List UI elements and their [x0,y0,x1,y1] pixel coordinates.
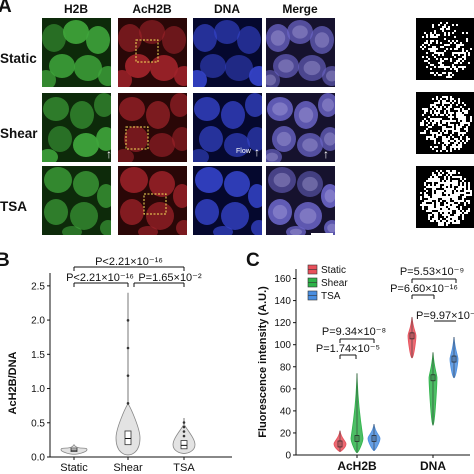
significance-label: P=1.65×10⁻² [138,272,202,284]
row-label-shear: Shear [0,126,38,141]
y-tick-label: 60 [280,384,292,395]
legend-item: Static [307,264,346,276]
flow-label: Flow [236,148,251,155]
violin-box [371,435,377,442]
scale-bar [311,233,333,235]
micrograph-tile [266,93,335,162]
x-tick-label: DNA [420,459,446,473]
violin-chart-c: Fluorescence intensity (A.U.) 0 20 40 60 80 1… [257,264,474,473]
significance-label: P=5.53×10⁻⁹ [400,266,464,278]
violin-shear [115,292,141,456]
violin-chart-b: AcH2B/DNA 0.0 0.5 1.0 1.5 2.0 2.5 Static Shear T… [7,256,232,474]
violin-tsa-ach2b [367,424,381,452]
violin-box [451,355,457,363]
micrograph-tile [193,18,262,87]
y-axis-label: AcH2B/DNA [7,351,19,414]
column-header-dna: DNA [214,2,240,16]
outlier-point [182,434,186,438]
row-label-static: Static [0,51,37,66]
legend-label: Shear [321,278,348,289]
micrograph-tile [42,93,111,162]
significance-label: P<2.21×10⁻¹⁶ [95,256,163,268]
outlier-point [126,319,130,322]
micrograph-tile [118,166,187,235]
violin-body [115,402,141,456]
outlier-point [126,374,130,377]
significance-label: P<2.21×10⁻¹⁶ [66,272,134,284]
flow-arrow-icon: ↑ [254,145,260,159]
flow-arrow-icon: ↑ [106,147,112,161]
y-tick-label: 140 [274,296,291,307]
violin-static-ach2b [333,430,347,453]
outlier-point [182,421,186,424]
micrograph-tile [193,93,262,162]
legend-label: Static [321,265,346,276]
legend-label: TSA [321,291,341,302]
column-header-h2b: H2B [63,2,88,16]
binary-mask-static [416,18,474,80]
y-tick-label: 20 [280,428,292,439]
y-tick-label: 80 [280,362,292,373]
violin-box [354,435,360,442]
y-tick-label: 1.0 [31,384,45,395]
micrograph-tile [42,18,111,87]
violin-box [124,430,132,446]
violin-tsa-dna [449,336,459,379]
x-tick-label: Shear [113,462,143,474]
panel-a-letter: A [0,0,12,17]
y-tick-label: 120 [274,318,291,329]
violin-body [172,423,196,454]
outlier-point [126,346,130,350]
violin-tsa [172,417,196,454]
violin-box [180,440,188,450]
legend-item: Shear [307,277,348,289]
violin-shear-ach2b [350,373,364,454]
micrograph-tile [193,166,262,235]
x-tick-label: TSA [173,462,195,474]
column-header-ach2b: AcH2B [132,2,172,16]
significance-label: P=9.34×10⁻⁸ [322,326,386,338]
flow-arrow-icon: ↑ [323,147,329,161]
violin-shear-dna [428,352,438,426]
significance-label: P=9.97×10⁻¹ [416,310,474,322]
binary-mask-shear [416,92,474,154]
y-tick-label: 0.0 [31,453,45,464]
micrograph-tile [266,166,335,235]
y-tick-label: 40 [280,406,292,417]
row-label-tsa: TSA [0,199,27,214]
y-axis-label: Fluorescence intensity (A.U.) [257,286,269,438]
violin-box [337,440,343,448]
violin-box [409,332,415,340]
y-tick-label: 0 [285,451,291,462]
legend-item: TSA [307,290,341,302]
y-tick-label: 100 [274,340,291,351]
outlier-point [182,425,186,429]
y-tick-label: 160 [274,274,291,285]
y-tick-label: 2.5 [31,281,45,292]
significance-label: P=6.60×10⁻¹⁶ [390,283,458,295]
y-tick-label: 2.0 [31,316,45,327]
x-tick-label: Static [60,462,88,474]
binary-mask-tsa [416,166,474,228]
micrograph-tile [118,18,187,87]
x-tick-label: AcH2B [337,459,377,473]
micrograph-tile [266,18,335,87]
panel-c-letter: C [246,250,260,271]
violin-static-dna [407,317,417,359]
y-tick-label: 1.5 [31,350,45,361]
micrograph-tile [42,166,111,235]
y-tick-label: 0.5 [31,418,45,429]
significance-label: P=1.74×10⁻⁵ [316,343,380,355]
violin-box [430,374,436,382]
outlier-point [126,402,130,405]
outlier-point [182,430,186,433]
violin-static [60,443,88,455]
micrograph-tile [118,93,187,162]
column-header-merge: Merge [282,2,318,16]
panel-b-letter: B [0,250,10,271]
